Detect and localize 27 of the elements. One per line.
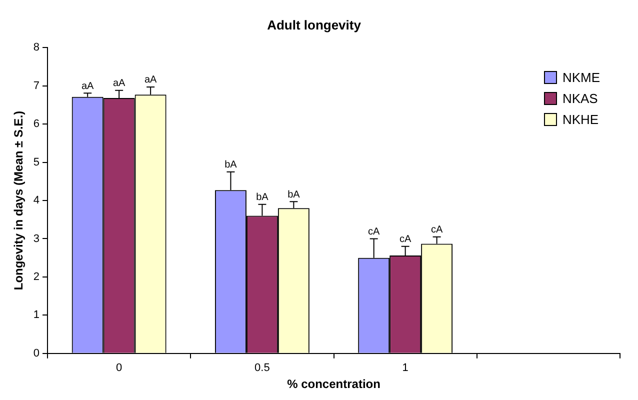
y-tick-label: 3 — [33, 232, 40, 245]
y-tick-label: 8 — [33, 42, 40, 54]
data-label: aA — [81, 80, 94, 92]
x-tick-label: 0.5 — [254, 362, 270, 374]
data-label: bA — [224, 160, 238, 171]
y-axis-title: Longevity in days (Mean ± S.E.) — [12, 110, 26, 290]
x-tick-label: 0 — [116, 362, 122, 374]
y-tick-label: 1 — [33, 309, 40, 322]
legend-label: NKAS — [562, 91, 598, 106]
y-tick-label: 7 — [33, 80, 40, 92]
y-tick-label: 6 — [33, 118, 40, 130]
y-tick-label: 2 — [33, 270, 40, 283]
data-label: aA — [144, 74, 158, 86]
data-label: aA — [112, 78, 126, 90]
y-tick-label: 5 — [33, 156, 40, 168]
x-tick-label: 1 — [402, 362, 408, 374]
data-label: cA — [368, 226, 380, 238]
legend-label: NKME — [562, 70, 600, 85]
chart-title: Adult longevity — [267, 17, 362, 32]
x-axis-title: % concentration — [287, 377, 380, 392]
data-label: bA — [256, 192, 269, 204]
data-label: cA — [430, 224, 443, 236]
legend-label: NKHE — [562, 112, 599, 127]
data-label: bA — [288, 189, 300, 200]
y-tick-label: 0 — [33, 347, 40, 360]
data-label: cA — [399, 234, 412, 246]
y-tick-label: 4 — [33, 194, 40, 207]
